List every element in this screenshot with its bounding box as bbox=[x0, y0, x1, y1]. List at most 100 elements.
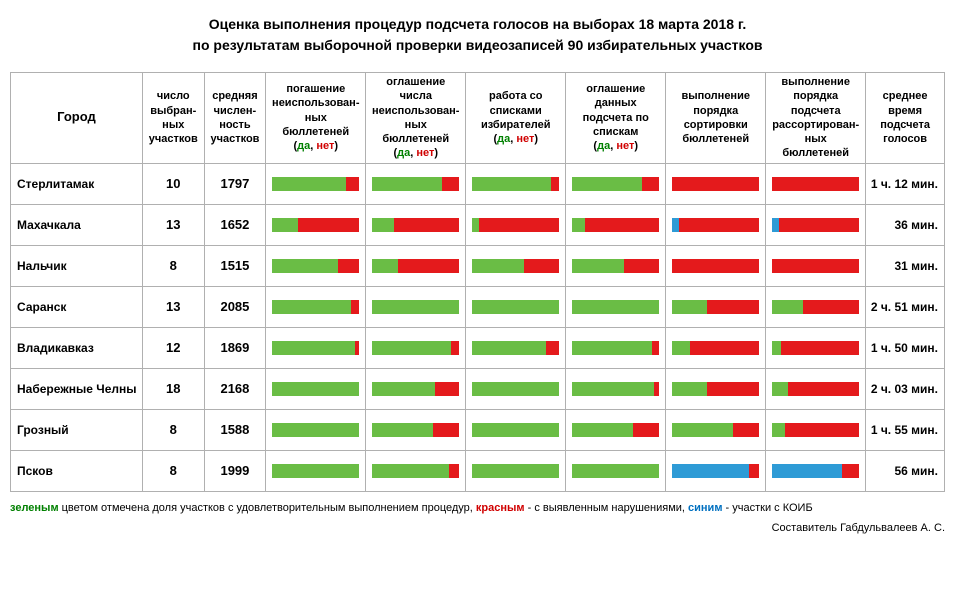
stacked-bar bbox=[472, 300, 559, 314]
stacked-bar bbox=[472, 259, 559, 273]
bar-segment-red bbox=[442, 177, 459, 191]
bar-segment-red bbox=[633, 423, 659, 437]
bar-segment-green bbox=[572, 382, 654, 396]
stacked-bar bbox=[672, 341, 759, 355]
bar-segment-red bbox=[435, 382, 459, 396]
bar-cell-2 bbox=[366, 245, 466, 286]
avg-size-cell: 1999 bbox=[204, 450, 266, 491]
bar-segment-green bbox=[372, 464, 449, 478]
bar-segment-red bbox=[749, 464, 759, 478]
stacked-bar bbox=[772, 259, 859, 273]
selected-cell: 18 bbox=[142, 368, 204, 409]
stacked-bar bbox=[272, 382, 359, 396]
col-proc-6: выполнение порядка подсчета рассортирова… bbox=[766, 73, 866, 164]
col-city: Город bbox=[11, 73, 143, 164]
stacked-bar bbox=[772, 177, 859, 191]
bar-segment-red bbox=[546, 341, 559, 355]
stacked-bar bbox=[772, 423, 859, 437]
stacked-bar bbox=[572, 177, 659, 191]
bar-cell-2 bbox=[366, 368, 466, 409]
city-cell: Владикавказ bbox=[11, 327, 143, 368]
bar-segment-green bbox=[272, 259, 337, 273]
selected-cell: 10 bbox=[142, 163, 204, 204]
avg-time-cell: 56 мин. bbox=[866, 450, 945, 491]
stacked-bar bbox=[672, 300, 759, 314]
bar-segment-green bbox=[772, 341, 781, 355]
stacked-bar bbox=[572, 218, 659, 232]
bar-segment-green bbox=[772, 300, 802, 314]
selected-cell: 8 bbox=[142, 450, 204, 491]
bar-segment-green bbox=[372, 177, 442, 191]
avg-time-cell: 36 мин. bbox=[866, 204, 945, 245]
bar-cell-3 bbox=[466, 286, 566, 327]
bar-cell-2 bbox=[366, 409, 466, 450]
bar-cell-4 bbox=[566, 245, 666, 286]
avg-size-cell: 1652 bbox=[204, 204, 266, 245]
bar-cell-6 bbox=[766, 409, 866, 450]
avg-size-cell: 1797 bbox=[204, 163, 266, 204]
bar-segment-red bbox=[346, 177, 359, 191]
stacked-bar bbox=[472, 341, 559, 355]
avg-size-cell: 1869 bbox=[204, 327, 266, 368]
avg-time-cell: 2 ч. 03 мин. bbox=[866, 368, 945, 409]
legend: зеленым цветом отмечена доля участков с … bbox=[10, 502, 945, 514]
bar-segment-red bbox=[479, 218, 559, 232]
stacked-bar bbox=[572, 300, 659, 314]
stacked-bar bbox=[572, 341, 659, 355]
bar-segment-green bbox=[472, 423, 559, 437]
stacked-bar bbox=[272, 259, 359, 273]
legend-text-1: цветом отмечена доля участков с удовлетв… bbox=[59, 502, 476, 514]
bar-segment-green bbox=[272, 218, 298, 232]
bar-cell-2 bbox=[366, 204, 466, 245]
bar-segment-green bbox=[372, 341, 450, 355]
bar-segment-green bbox=[472, 259, 524, 273]
bar-segment-green bbox=[672, 423, 733, 437]
bar-cell-5 bbox=[666, 286, 766, 327]
bar-segment-green bbox=[572, 177, 642, 191]
col-proc-5: выполнение порядка сортировки бюллетеней bbox=[666, 73, 766, 164]
city-cell: Стерлитамак bbox=[11, 163, 143, 204]
bar-segment-green bbox=[572, 300, 659, 314]
stacked-bar bbox=[572, 464, 659, 478]
legend-green: зеленым bbox=[10, 502, 59, 514]
bar-segment-red bbox=[842, 464, 859, 478]
bar-cell-4 bbox=[566, 286, 666, 327]
table-row: Владикавказ1218691 ч. 50 мин. bbox=[11, 327, 945, 368]
bar-segment-green bbox=[272, 341, 355, 355]
avg-size-cell: 2085 bbox=[204, 286, 266, 327]
bar-segment-blue bbox=[672, 218, 679, 232]
col-avg-time: среднее время подсчета голосов bbox=[866, 73, 945, 164]
selected-cell: 12 bbox=[142, 327, 204, 368]
stacked-bar bbox=[572, 382, 659, 396]
bar-segment-green bbox=[472, 177, 550, 191]
bar-cell-1 bbox=[266, 368, 366, 409]
stacked-bar bbox=[472, 423, 559, 437]
bar-segment-red bbox=[298, 218, 359, 232]
city-cell: Махачкала bbox=[11, 204, 143, 245]
bar-segment-blue bbox=[672, 464, 749, 478]
bar-segment-green bbox=[272, 300, 350, 314]
stacked-bar bbox=[472, 218, 559, 232]
bar-cell-6 bbox=[766, 163, 866, 204]
bar-segment-red bbox=[672, 259, 759, 273]
stacked-bar bbox=[472, 464, 559, 478]
bar-cell-4 bbox=[566, 409, 666, 450]
stacked-bar bbox=[372, 341, 459, 355]
stacked-bar bbox=[772, 341, 859, 355]
bar-segment-green bbox=[672, 382, 707, 396]
bar-segment-green bbox=[472, 341, 546, 355]
bar-segment-green bbox=[272, 177, 346, 191]
stacked-bar bbox=[272, 300, 359, 314]
bar-cell-2 bbox=[366, 286, 466, 327]
bar-cell-5 bbox=[666, 204, 766, 245]
stacked-bar bbox=[772, 464, 859, 478]
bar-segment-red bbox=[779, 218, 859, 232]
title-line-2: по результатам выборочной проверки видео… bbox=[193, 37, 763, 53]
bar-segment-red bbox=[451, 341, 460, 355]
bar-cell-4 bbox=[566, 368, 666, 409]
table-row: Набережные Челны1821682 ч. 03 мин. bbox=[11, 368, 945, 409]
stacked-bar bbox=[672, 218, 759, 232]
selected-cell: 8 bbox=[142, 245, 204, 286]
bar-segment-green bbox=[272, 423, 359, 437]
author-credit: Составитель Габдульвалеев А. С. bbox=[10, 522, 945, 534]
